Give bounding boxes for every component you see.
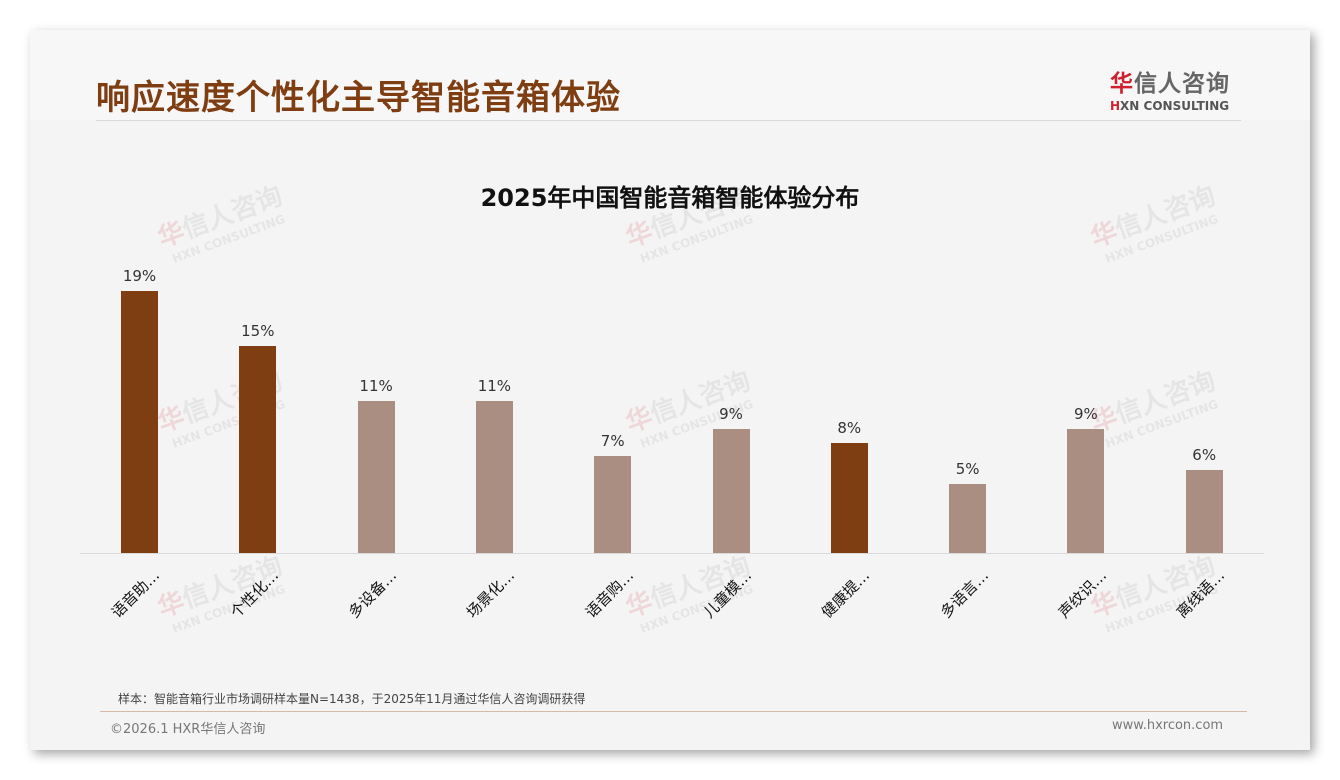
- x-axis-line: [80, 553, 1264, 554]
- x-tick-label: 个性化…: [226, 566, 282, 622]
- x-tick-label: 语音助…: [108, 566, 164, 622]
- bar: [1185, 470, 1223, 553]
- bar: [357, 401, 395, 553]
- company-logo: 华信人咨询 HXN CONSULTING: [1110, 64, 1245, 113]
- bar: [594, 456, 632, 553]
- copyright-text: ©2026.1 HXR华信人咨询: [110, 722, 266, 737]
- header-band: [30, 30, 1310, 120]
- bar-value-label: 7%: [600, 432, 625, 451]
- website-text: www.hxrcon.com: [1112, 718, 1224, 733]
- chart-title: 2025年中国智能音箱智能体验分布: [480, 184, 860, 212]
- x-tick-label: 语音购…: [581, 566, 637, 622]
- footer-divider: [100, 711, 1247, 712]
- slide: 响应速度个性化主导智能音箱体验 华信人咨询 HXN CONSULTING 华信人…: [30, 30, 1310, 750]
- bar-value-label: 11%: [477, 377, 512, 396]
- logo-cn-rest: 信人咨询: [1134, 71, 1230, 97]
- bar-value-label: 6%: [1192, 446, 1217, 465]
- x-tick-label: 场景化…: [463, 566, 519, 622]
- bar: [239, 346, 277, 553]
- sample-note: 样本：智能音箱行业市场调研样本量N=1438，于2025年11月通过华信人咨询调…: [118, 692, 586, 706]
- x-tick-label: 多语言…: [936, 566, 992, 622]
- bar: [830, 442, 868, 553]
- bar-value-label: 15%: [241, 322, 275, 341]
- bar: [1067, 428, 1105, 553]
- bar: [475, 401, 513, 553]
- bar-value-label: 5%: [955, 460, 980, 479]
- bar-value-label: 9%: [719, 404, 743, 423]
- bar: [949, 484, 987, 553]
- logo-en-mark: H: [1110, 99, 1121, 113]
- x-tick-label: 儿童模…: [699, 566, 756, 622]
- bar-value-label: 9%: [1073, 404, 1098, 423]
- logo-en-rest: XN CONSULTING: [1120, 99, 1230, 113]
- x-tick-label: 健康提…: [818, 566, 874, 622]
- x-tick-label: 声纹识…: [1054, 566, 1111, 622]
- page-title: 响应速度个性化主导智能音箱体验: [96, 78, 621, 118]
- x-tick-label: 离线语…: [1173, 566, 1229, 622]
- logo-en: HXN CONSULTING: [1110, 99, 1245, 113]
- bar-value-label: 8%: [837, 418, 862, 437]
- bar: [712, 428, 750, 553]
- title-divider: [96, 120, 1241, 121]
- bar: [121, 291, 158, 553]
- logo-red-char: 华: [1110, 71, 1134, 97]
- logo-cn: 华信人咨询: [1110, 64, 1245, 98]
- bar-value-label: 19%: [122, 267, 157, 285]
- x-tick-label: 多设备…: [345, 566, 401, 622]
- bar-value-label: 11%: [359, 377, 393, 396]
